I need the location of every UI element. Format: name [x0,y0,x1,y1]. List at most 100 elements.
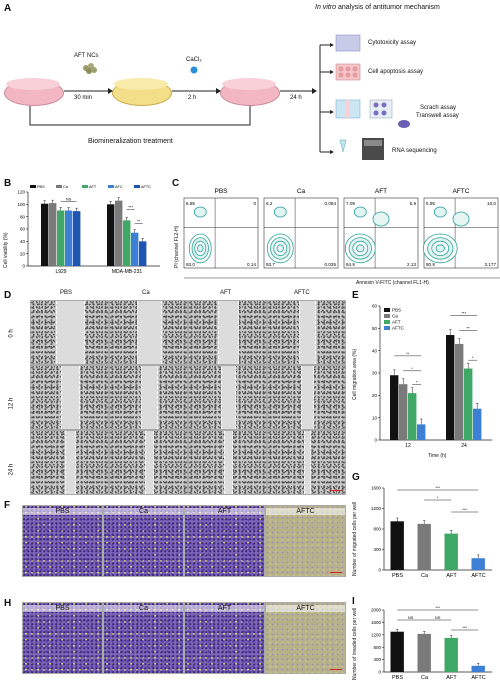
contour-ring [197,244,204,253]
contour-apoptotic [372,211,390,227]
legend-label: AFT [89,185,97,189]
quadrant-ur: 0 [253,201,256,206]
panel-label-e: E [352,290,359,301]
bar [139,241,147,266]
legend-swatch [384,326,390,330]
panel-label-i: I [352,596,355,607]
x-tick-label: L929 [55,269,66,275]
bar [417,523,431,570]
micrograph-image: Ca [103,602,184,674]
bar [57,210,65,266]
scratch-gap [298,301,317,364]
bar [444,637,458,672]
scale-bar [330,668,342,670]
contour-apoptotic [452,211,470,227]
quadrant-ll: 93.0 [186,262,195,267]
legend-swatch [134,185,140,188]
flow-plot-title: AFTC [453,188,470,195]
sig-label: *** [128,204,133,209]
legend-swatch [30,185,36,188]
x-tick-label: AFTC [471,573,485,579]
sig-label: NS [66,197,72,202]
micrograph-column-label: PBS [23,508,102,515]
panel-d-micrograph-grid [30,300,348,496]
scratch-gap [136,301,163,364]
y-tick-label: 800 [373,527,381,532]
contour-upper [273,206,287,218]
micrograph-image: PBS [22,602,103,674]
flow-plot-title: AFT [375,188,387,195]
x-tick-label: 24 [461,443,467,449]
panel-a-diagram [29,34,410,160]
quadrant-lr: 0.035 [325,262,337,267]
micrograph-image [267,300,346,365]
panel-d-row-12h: 12 h [8,397,15,410]
micrograph-image [188,430,267,495]
legend-swatch [108,185,114,188]
panel-label-b: B [4,178,12,189]
micrograph-image [188,365,267,430]
micrograph-column-label: Ca [104,605,183,612]
panel-e-ylabel: Cell migration area (%) [352,348,358,400]
contour-upper [193,206,207,218]
micrograph-image [188,300,267,365]
petri-dish-2-lid [114,78,168,90]
y-tick-label: 80 [20,214,26,219]
x-tick-label: Ca [421,675,429,681]
bar [444,533,458,570]
y-tick-label: 20 [20,251,26,256]
micrograph-image: AFT [184,602,265,674]
micrograph-image: Ca [103,505,184,577]
scratch-gap [56,301,85,364]
legend-label: AFC [115,185,123,189]
sig-label: *** [462,507,467,512]
bar [390,375,399,440]
bar [471,665,485,672]
panel-c-ylabel: PI (channel FL2-H) [174,225,180,268]
scratch-gap [303,431,312,494]
panel-label-h: H [4,598,12,609]
panel-label-c: C [172,178,180,189]
micrograph-image [267,365,346,430]
bar [123,220,131,266]
y-tick-label: 60 [20,227,26,232]
sig-label: ** [467,326,471,331]
sig-label: *** [435,605,440,610]
quadrant-lr: 3.177 [485,262,497,267]
panel-c-xlabel: Annexin V-FITC (channel FL1-H) [356,280,429,286]
micrograph-image: AFT [184,505,265,577]
legend-swatch [384,320,390,324]
y-tick-label: 0 [22,264,25,269]
micrograph-image [109,430,188,495]
quadrant-ul: 7.09 [346,201,355,206]
y-tick-label: 400 [373,547,381,552]
micrograph-image: AFTC [265,505,346,577]
y-tick-label: 0 [378,670,381,675]
legend-swatch [384,314,390,318]
bar [417,633,431,672]
step2-time: 2 h [188,95,197,101]
quadrant-lr: 2.13 [407,262,416,267]
micrograph-image [30,365,109,430]
panel-d-col-ca: Ca [142,290,150,296]
legend-swatch [56,185,62,188]
x-tick-label: AFTC [471,675,485,681]
bar [115,200,123,266]
scratch-gap [218,301,239,364]
sig-label: *** [435,485,440,490]
bar [131,232,139,266]
panel-c-flow: PBS 6.85 0 93.0 0.14 Ca 6.2 0.094 93.7 0.035 AFT 7.… [183,188,500,279]
micrograph-image: PBS [22,505,103,577]
panel-g-ylabel: Number of migrated cells per well [352,501,358,576]
scratch-gap [224,431,233,494]
bar [49,203,57,266]
quadrant-ul: 5.95 [426,201,435,206]
sig-label: * [437,495,439,500]
x-tick-label: PBS [392,675,403,681]
micrograph-column-label: AFTC [266,508,345,515]
bar [455,343,464,440]
scratch-gap [65,431,76,494]
y-tick-label: 1200 [371,632,382,637]
y-tick-label: 0 [378,568,381,573]
